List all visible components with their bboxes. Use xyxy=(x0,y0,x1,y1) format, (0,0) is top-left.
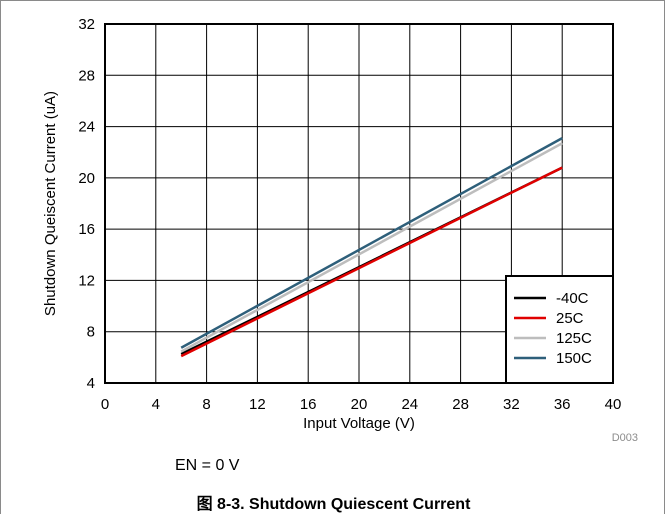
x-tick-label: 36 xyxy=(554,396,571,413)
x-tick-label: 20 xyxy=(351,396,368,413)
y-tick-label: 8 xyxy=(87,324,95,341)
y-tick-label: 28 xyxy=(78,67,95,84)
y-tick-label: 4 xyxy=(87,375,95,392)
y-tick-label: 12 xyxy=(78,272,95,289)
x-tick-label: 24 xyxy=(401,396,418,413)
x-axis-label: Input Voltage (V) xyxy=(303,415,415,432)
y-axis-label: Shutdown Queiscent Current (uA) xyxy=(42,91,59,316)
x-tick-label: 4 xyxy=(152,396,160,413)
y-tick-label: 20 xyxy=(78,170,95,187)
legend-label--40C: -40C xyxy=(556,290,589,307)
condition-note: EN = 0 V xyxy=(175,457,240,474)
series-line-125C xyxy=(180,142,563,353)
legend-label-25C: 25C xyxy=(556,310,584,327)
plot-border xyxy=(104,23,614,384)
legend-label-125C: 125C xyxy=(556,330,592,347)
y-tick-label: 24 xyxy=(78,119,95,136)
x-tick-label: 40 xyxy=(605,396,622,413)
legend: -40C 25C 125C 150C xyxy=(505,275,614,384)
x-tick-labels: 0 4 8 12 16 20 24 28 32 36 40 xyxy=(101,396,622,413)
y-tick-labels: 4 8 12 16 20 24 28 32 xyxy=(78,16,95,392)
x-tick-label: 32 xyxy=(503,396,520,413)
x-tick-label: 8 xyxy=(202,396,210,413)
x-tick-label: 0 xyxy=(101,396,109,413)
series-line-25C xyxy=(180,166,563,358)
series-line-150C xyxy=(180,137,563,349)
x-tick-label: 28 xyxy=(452,396,469,413)
x-tick-label: 12 xyxy=(249,396,266,413)
legend-box xyxy=(505,275,614,384)
y-tick-label: 16 xyxy=(78,221,95,238)
figure-caption: 图 8-3. Shutdown Quiescent Current xyxy=(196,496,471,513)
y-tick-label: 32 xyxy=(78,16,95,33)
figure-code: D003 xyxy=(612,432,638,444)
x-tick-label: 16 xyxy=(300,396,317,413)
legend-label-150C: 150C xyxy=(556,350,592,367)
series-layer xyxy=(180,137,563,358)
